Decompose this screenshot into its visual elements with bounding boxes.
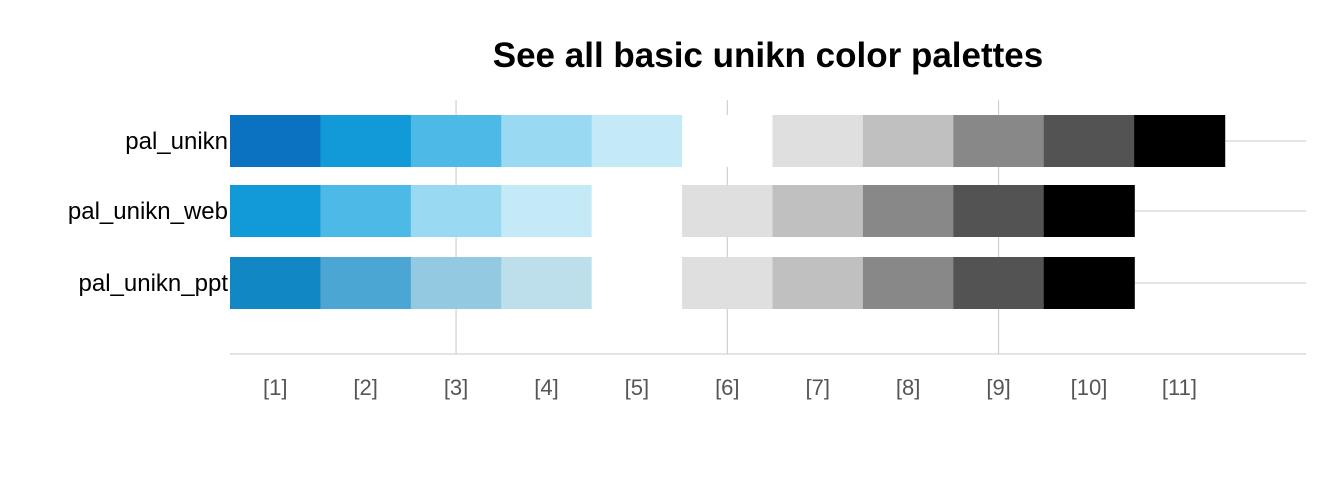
palette-tile: [320, 115, 412, 167]
palette-tile: [501, 257, 593, 309]
palette-tile: [320, 185, 412, 237]
palette-name-label: pal_unikn: [125, 128, 228, 155]
x-tick-label: [11]: [1162, 375, 1197, 400]
palette-tile: [1043, 257, 1135, 309]
x-tick-label: [4]: [534, 375, 558, 400]
palette-tile: [501, 185, 593, 237]
palette-tile: [862, 185, 954, 237]
palette-tile: [953, 185, 1045, 237]
palette-tile: [230, 185, 322, 237]
palette-tile: [410, 257, 502, 309]
palette-tile: [682, 257, 774, 309]
palette-tile: [772, 257, 864, 309]
palette-tile: [410, 115, 502, 167]
palette-tile: [1043, 185, 1135, 237]
palette-tile: [1043, 115, 1135, 167]
palette-tile: [501, 115, 593, 167]
palette-tile: [862, 257, 954, 309]
x-tick-label: [7]: [805, 375, 829, 400]
palette-name-label: pal_unikn_web: [68, 198, 228, 225]
x-tick-label: [9]: [986, 375, 1010, 400]
palette-tile: [772, 115, 864, 167]
palette-tile: [1134, 115, 1226, 167]
x-tick-label: [1]: [263, 375, 287, 400]
palette-tile: [682, 185, 774, 237]
x-tick-label: [2]: [353, 375, 377, 400]
x-tick-label: [8]: [896, 375, 920, 400]
palette-tile: [320, 257, 412, 309]
x-tick-label: [5]: [625, 375, 649, 400]
palette-tile: [591, 257, 683, 309]
palette-tile: [230, 115, 322, 167]
palette-tile: [591, 115, 683, 167]
palette-tile: [591, 185, 683, 237]
palette-tile: [410, 185, 502, 237]
x-tick-label: [6]: [715, 375, 739, 400]
palette-tile: [230, 257, 322, 309]
palette-tile: [953, 115, 1045, 167]
palette-tile: [772, 185, 864, 237]
x-tick-label: [3]: [444, 375, 468, 400]
palette-tile: [682, 115, 774, 167]
palette-tile: [862, 115, 954, 167]
palette-name-label: pal_unikn_ppt: [79, 270, 229, 297]
palette-tile: [953, 257, 1045, 309]
chart-title: See all basic unikn color palettes: [492, 36, 1044, 75]
x-tick-label: [10]: [1071, 375, 1108, 400]
